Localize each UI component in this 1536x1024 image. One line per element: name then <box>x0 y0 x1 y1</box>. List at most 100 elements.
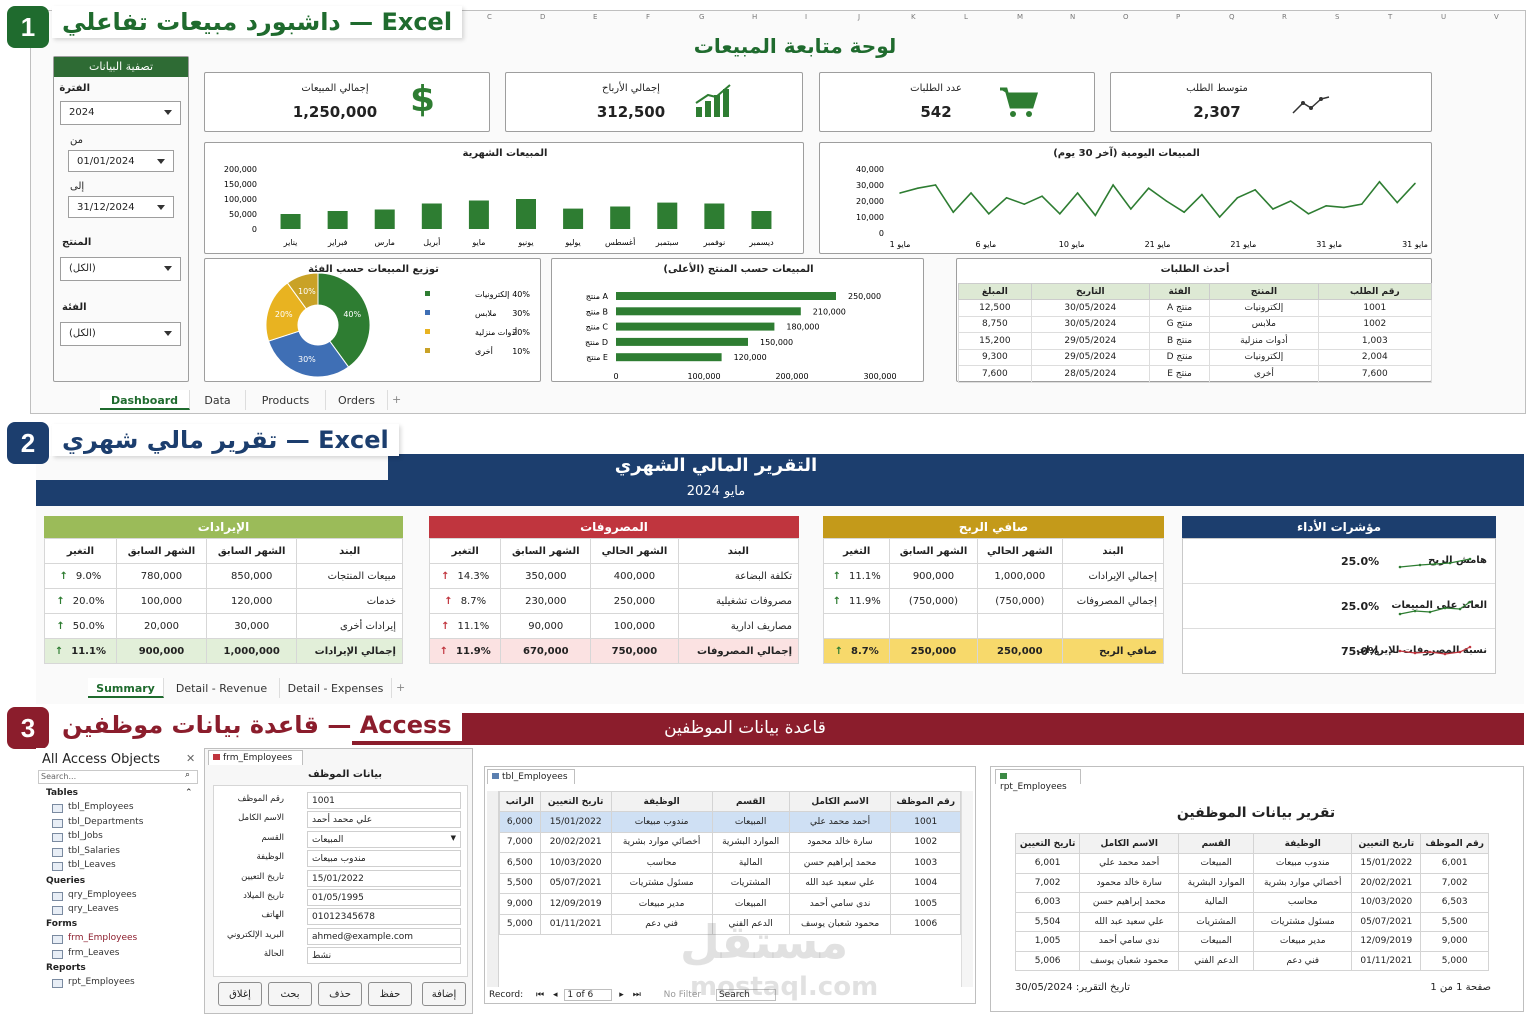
sheet-tab[interactable]: Products <box>246 390 326 410</box>
table-cell[interactable]: 1006 <box>890 913 961 935</box>
from-date-dropdown[interactable]: 01/01/2024 <box>68 150 174 172</box>
table-cell[interactable]: المشتريات <box>711 872 790 894</box>
table-cell[interactable]: 1003 <box>890 852 961 874</box>
field-input[interactable]: مندوب مبيعات <box>307 850 461 868</box>
first-record-icon[interactable]: ⏮ <box>536 990 545 1000</box>
table-cell[interactable]: محمد إبراهيم حسن <box>788 852 892 874</box>
record-position[interactable]: 1 of 6 <box>564 989 613 1001</box>
add-sheet-icon[interactable]: + <box>396 681 406 694</box>
table-row[interactable]: 1004 علي سعيد عبد الله المشتريات مسئول مشتر… <box>499 872 961 894</box>
search-icon[interactable]: ⌕ <box>185 770 191 780</box>
table-cell[interactable]: 1002 <box>890 831 961 853</box>
sheet-tab[interactable]: Detail - Expenses <box>280 678 392 698</box>
table-cell[interactable]: 01/11/2021 <box>539 913 612 935</box>
table-cell[interactable]: 1001 <box>890 811 961 833</box>
form-button[interactable]: إضافة <box>422 982 466 1006</box>
sheet-tab[interactable]: Orders <box>326 390 388 410</box>
table-cell[interactable]: 6,500 <box>499 852 541 874</box>
form-tab[interactable]: frm_Employees <box>208 750 303 765</box>
record-search-input[interactable]: Search <box>715 989 776 1001</box>
sheet-tab[interactable]: Dashboard <box>100 390 190 410</box>
table-cell[interactable]: مسئول مشتريات <box>610 872 713 894</box>
table-cell[interactable]: 5,000 <box>499 913 541 935</box>
table-cell[interactable]: الدعم الفني <box>711 913 790 935</box>
column-header[interactable]: الاسم الكامل <box>788 791 892 812</box>
table-cell[interactable]: 1004 <box>890 872 961 894</box>
category-dropdown[interactable]: (الكل) <box>60 322 181 346</box>
table-row[interactable]: 1002 سارة خالد محمود الموارد البشرية أخصائي… <box>499 831 961 853</box>
table-cell[interactable]: أحمد محمد علي <box>788 811 892 833</box>
column-header[interactable]: القسم <box>711 791 790 812</box>
form-button[interactable]: بحث <box>268 982 312 1006</box>
table-row[interactable]: 1005 ندى سامي أحمد المبيعات مدير مبيعات 12/0… <box>499 893 961 915</box>
table-cell[interactable]: فني دعم <box>610 913 713 935</box>
field-input[interactable]: 15/01/2022 <box>307 869 461 887</box>
table-cell[interactable]: مندوب مبيعات <box>610 811 713 833</box>
nav-item[interactable]: frm_Leaves <box>68 947 120 958</box>
table-row[interactable]: 1001 أحمد محمد علي المبيعات مندوب مبيعات 15/… <box>499 811 961 833</box>
table-cell[interactable]: 5,500 <box>499 872 541 894</box>
table-cell[interactable]: 1005 <box>890 893 961 915</box>
close-icon[interactable]: ✕ <box>186 752 196 765</box>
nav-pane-title[interactable]: All Access Objects <box>42 752 160 767</box>
table-cell[interactable]: 20/02/2021 <box>539 831 612 853</box>
column-header[interactable]: رقم الموظف <box>890 791 961 812</box>
collapse-icon[interactable]: ⌃ <box>185 788 193 798</box>
column-header[interactable]: الوظيفة <box>610 791 713 812</box>
nav-item[interactable]: tbl_Departments <box>68 816 144 827</box>
table-cell[interactable]: 15/01/2022 <box>539 811 612 833</box>
nav-item[interactable]: frm_Employees <box>68 933 138 944</box>
nav-search-input[interactable]: Search... <box>38 770 198 784</box>
period-dropdown[interactable]: 2024 <box>60 101 181 125</box>
table-cell[interactable]: 7,000 <box>499 831 541 853</box>
sheet-tab[interactable]: Summary <box>88 678 164 698</box>
prev-record-icon[interactable]: ◂ <box>553 990 558 1000</box>
report-tab[interactable]: rpt_Employees <box>995 769 1081 792</box>
field-input[interactable]: المبيعات ▼ <box>307 830 461 848</box>
table-cell[interactable]: مدير مبيعات <box>610 893 713 915</box>
column-header[interactable]: الراتب <box>499 791 541 812</box>
table-cell[interactable]: المبيعات <box>711 893 790 915</box>
nav-item[interactable]: tbl_Jobs <box>68 831 103 842</box>
table-cell[interactable]: 12/09/2019 <box>539 893 612 915</box>
table-cell[interactable]: المالية <box>711 852 790 874</box>
no-filter-button[interactable]: No Filter <box>663 990 702 1000</box>
column-header[interactable]: تاريخ التعيين <box>539 791 612 812</box>
table-cell[interactable]: ندى سامي أحمد <box>788 893 892 915</box>
field-input[interactable]: 01/05/1995 <box>307 889 461 906</box>
nav-group-header[interactable]: Reports <box>46 962 86 973</box>
vertical-scrollbar[interactable] <box>961 791 973 987</box>
to-date-dropdown[interactable]: 31/12/2024 <box>68 196 174 218</box>
field-input[interactable]: 01012345678 <box>307 908 461 926</box>
nav-item[interactable]: rpt_Employees <box>68 976 135 987</box>
field-input[interactable]: علي محمد أحمد <box>307 811 461 829</box>
nav-item[interactable]: tbl_Leaves <box>68 860 116 871</box>
field-input[interactable]: ahmed@example.com <box>307 927 461 945</box>
table-cell[interactable]: المبيعات <box>711 811 790 833</box>
table-cell[interactable]: الموارد البشرية <box>711 831 790 853</box>
field-input[interactable]: نشط <box>307 947 461 965</box>
nav-group-header[interactable]: Forms <box>46 919 78 930</box>
nav-item[interactable]: tbl_Salaries <box>68 845 120 856</box>
table-cell[interactable]: أخصائي موارد بشرية <box>610 831 713 853</box>
table-cell[interactable]: 05/07/2021 <box>539 872 612 894</box>
table-row[interactable]: 1003 محمد إبراهيم حسن المالية محاسب 10/03/20… <box>499 852 961 874</box>
table-cell[interactable]: محمود شعبان يوسف <box>788 913 892 935</box>
nav-item[interactable]: qry_Employees <box>68 889 137 900</box>
table-cell[interactable]: محاسب <box>610 852 713 874</box>
form-button[interactable]: حذف <box>318 982 362 1006</box>
table-cell[interactable]: علي سعيد عبد الله <box>788 872 892 894</box>
form-button[interactable]: حفظ <box>368 982 412 1006</box>
nav-item[interactable]: qry_Leaves <box>68 904 119 915</box>
table-cell[interactable]: 10/03/2020 <box>539 852 612 874</box>
table-cell[interactable]: 9,000 <box>499 893 541 915</box>
nav-item[interactable]: tbl_Employees <box>68 802 134 812</box>
table-cell[interactable]: 6,000 <box>499 811 541 833</box>
chevron-down-icon[interactable]: ▼ <box>450 833 456 842</box>
nav-group-header[interactable]: Queries <box>46 875 86 886</box>
table-cell[interactable]: سارة خالد محمود <box>788 831 892 853</box>
next-record-icon[interactable]: ▸ <box>619 990 624 1000</box>
form-button[interactable]: إغلاق <box>218 982 262 1006</box>
add-sheet-icon[interactable]: + <box>392 393 402 406</box>
datasheet-tab[interactable]: tbl_Employees <box>487 769 575 784</box>
